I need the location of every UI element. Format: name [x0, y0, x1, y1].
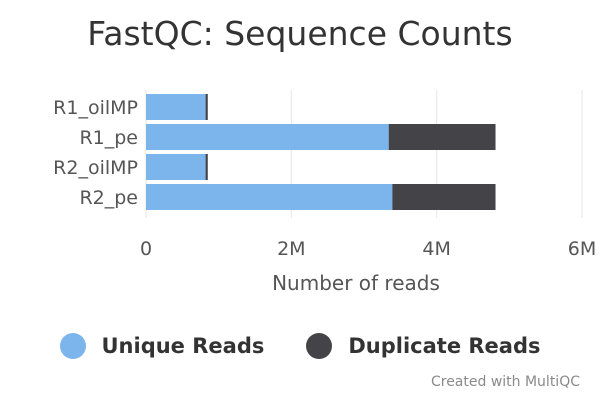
category-labels: R1_oilMP R1_pe R2_oilMP R2_pe — [53, 97, 138, 209]
unique-reads-swatch-icon — [59, 333, 86, 359]
bar-R1_oilMP-unique[interactable] — [146, 94, 206, 120]
bar-R1_oilMP-duplicate[interactable] — [205, 94, 208, 120]
legend-label-unique: Unique Reads — [101, 334, 265, 358]
legend-item-duplicate[interactable]: Duplicate Reads — [306, 333, 541, 359]
category-label: R2_pe — [79, 187, 138, 209]
bar-R2_oilMP-duplicate[interactable] — [205, 154, 208, 180]
legend-label-duplicate: Duplicate Reads — [348, 334, 541, 358]
x-tick-label: 6M — [568, 238, 596, 260]
sequence-counts-chart: R1_oilMP R1_pe R2_oilMP R2_pe 0 2M 4M 6M Numbe… — [53, 90, 596, 295]
bar-R2_pe-unique[interactable] — [146, 184, 393, 210]
x-axis-title: Number of reads — [272, 271, 440, 295]
x-tick-label: 4M — [422, 238, 450, 260]
bar-R1_pe-duplicate[interactable] — [388, 124, 496, 150]
category-label: R1_pe — [79, 127, 138, 149]
x-tick-label: 2M — [277, 238, 305, 260]
bar-R2_oilMP-unique[interactable] — [146, 154, 206, 180]
x-tick-label: 0 — [140, 238, 152, 260]
legend-item-unique[interactable]: Unique Reads — [59, 333, 265, 359]
bar-R1_pe-unique[interactable] — [146, 124, 389, 150]
bar-R2_pe-duplicate[interactable] — [392, 184, 496, 210]
category-label: R2_oilMP — [53, 157, 138, 179]
bars — [146, 94, 496, 210]
duplicate-reads-swatch-icon — [306, 333, 333, 359]
category-label: R1_oilMP — [53, 97, 138, 119]
chart-title: FastQC: Sequence Counts — [87, 14, 513, 53]
legend: Unique Reads Duplicate Reads — [0, 333, 600, 359]
credits-link[interactable]: Created with MultiQC — [430, 374, 580, 390]
x-tick-labels: 0 2M 4M 6M — [140, 238, 596, 260]
